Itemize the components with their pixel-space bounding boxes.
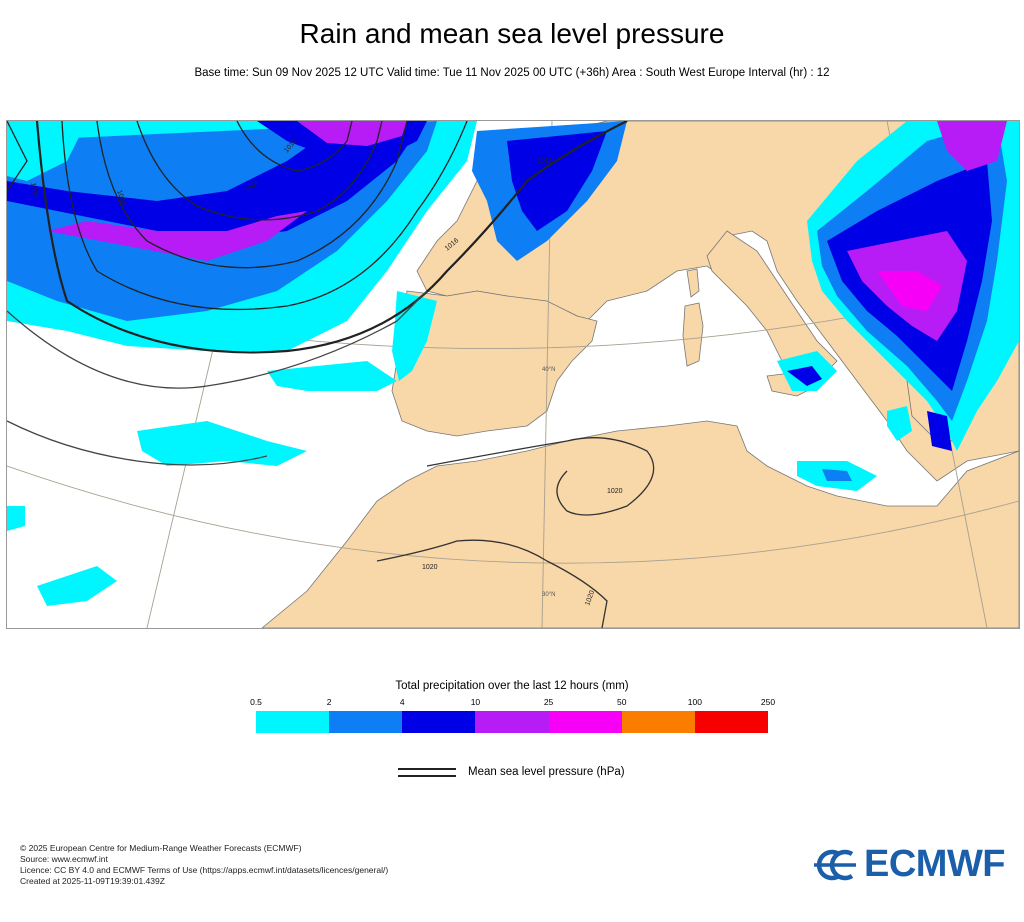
land-africa [261, 420, 1019, 628]
legend-tick: 4 [399, 697, 405, 707]
isobar-label: 1020 [422, 564, 438, 571]
ecmwf-logo-text: ECMWF [864, 843, 1006, 885]
legend-title: Total precipitation over the last 12 hou… [395, 680, 629, 692]
graticule-labels: 40°N 30°N [542, 367, 555, 598]
footer-line: Created at 2025-11-09T19:39:01.439Z [20, 876, 165, 886]
msl-legend: Mean sea level pressure (hPa) [398, 766, 625, 778]
legend-tick: 50 [616, 697, 627, 707]
legend-tick: 2 [326, 697, 332, 707]
chart-title: Rain and mean sea level pressure [299, 18, 725, 49]
legend-tick: 250 [760, 697, 776, 707]
graticule-label: 30°N [542, 592, 555, 598]
colorbar-swatch [256, 711, 330, 733]
colorbar-swatch [694, 711, 768, 733]
ecmwf-logo[interactable]: ECMWF [812, 843, 1006, 886]
footer-line: Licence: CC BY 4.0 and ECMWF Terms of Us… [20, 865, 389, 875]
colorbar-swatch [329, 711, 403, 733]
precip-colorbar [256, 711, 768, 733]
land-iberia [391, 290, 598, 437]
map-canvas: 1020 1020 1020 1016 1020 1004 1008 1016 … [7, 121, 1019, 628]
msl-legend-label: Mean sea level pressure (hPa) [468, 766, 625, 778]
isobar-legend-line [398, 767, 456, 777]
isobar-label: 1020 [29, 182, 39, 199]
isobars [7, 121, 655, 628]
graticule-label: 40°N [542, 367, 555, 373]
footer-line: Source: www.ecmwf.int [20, 854, 108, 864]
legend-tick: 100 [687, 697, 702, 707]
footer-line: © 2025 European Centre for Medium-Range … [20, 843, 302, 853]
colorbar-swatch [621, 711, 695, 733]
precip-atlantic [7, 121, 627, 606]
land-corsica [686, 268, 700, 298]
chart-subtitle: Base time: Sun 09 Nov 2025 12 UTC Valid … [194, 67, 830, 79]
footer-credits: © 2025 European Centre for Medium-Range … [20, 843, 388, 887]
forecast-map[interactable]: 1020 1020 1020 1016 1020 1004 1008 1016 … [6, 120, 1020, 629]
precip-east [777, 121, 1019, 491]
colorbar-swatch [402, 711, 476, 733]
isobar-label: 1020 [584, 590, 596, 607]
colorbar-swatch [475, 711, 549, 733]
land-sardinia [682, 302, 704, 367]
isobar-label: 1008 [115, 189, 127, 206]
isobar-label: 1012 [537, 158, 553, 165]
isobar-label: 1020 [607, 488, 623, 495]
legend-tick: 10 [470, 697, 481, 707]
legend-tick: 25 [543, 697, 554, 707]
legend-tick: 0.5 [250, 697, 262, 707]
ecmwf-logo-icon [814, 849, 856, 880]
colorbar-swatch [548, 711, 622, 733]
legend-ticks: 0.5 2 4 10 25 50 100 250 [250, 697, 775, 709]
